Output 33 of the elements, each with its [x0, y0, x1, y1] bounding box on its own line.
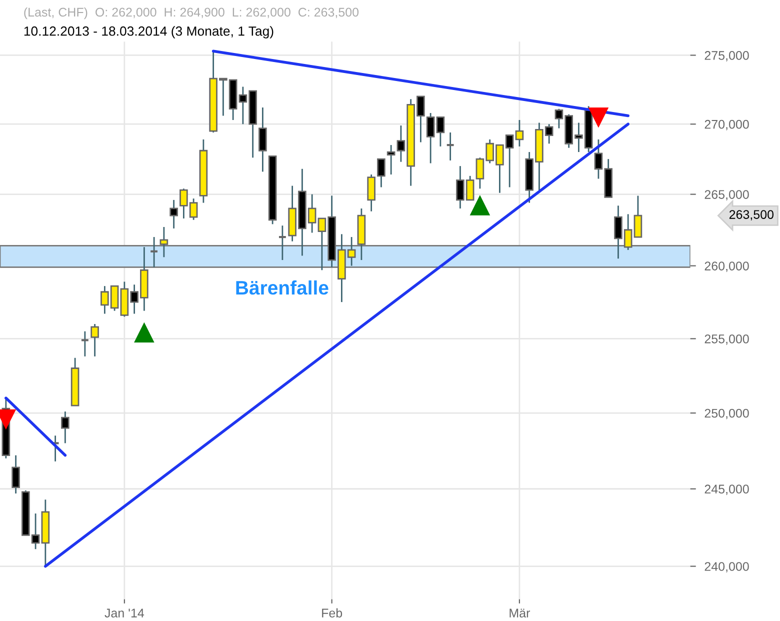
y-tick-label: 255,000 — [704, 334, 749, 345]
candlestick — [80, 330, 90, 358]
candlestick — [515, 119, 524, 148]
point — [470, 196, 490, 216]
text: 263,500 — [729, 210, 774, 220]
candlestick — [150, 236, 159, 268]
candlestick — [367, 174, 376, 212]
candlestick — [12, 454, 20, 494]
candlestick — [377, 158, 386, 188]
candlestick — [90, 323, 99, 358]
candlestick — [258, 106, 267, 172]
candlestick — [386, 144, 396, 176]
y-tick-label: 245,000 — [704, 484, 749, 495]
chart-subtitle: 10.12.2013 - 18.03.2014 (3 Monate, 1 Tag) — [24, 26, 274, 38]
x-tick-label: Jan '14 — [104, 608, 144, 618]
y-tick-label: 240,000 — [704, 562, 749, 572]
candlestick — [61, 410, 70, 444]
candlestick — [426, 112, 435, 164]
chart-title: (Last, CHF) O: 262,000 H: 264,900 L: 262,000 C: 263,500 — [24, 7, 359, 20]
candlestick — [278, 224, 287, 261]
x-tick-label: Mär — [510, 608, 530, 618]
y-tick-label: 270,000 — [704, 120, 749, 130]
candlestick — [170, 199, 178, 230]
x-tick-label: Feb — [322, 608, 342, 618]
candlestick — [436, 116, 445, 148]
y-tick-label: 275,000 — [704, 51, 749, 62]
y-tick-label: 260,000 — [704, 262, 749, 272]
band-label: Bärenfalle — [236, 280, 328, 295]
candlestick — [446, 132, 455, 162]
y-tick-label: 265,000 — [704, 190, 749, 200]
candlestick — [160, 226, 168, 258]
y-tick-label: 250,000 — [704, 408, 749, 420]
candlestick — [634, 195, 642, 238]
